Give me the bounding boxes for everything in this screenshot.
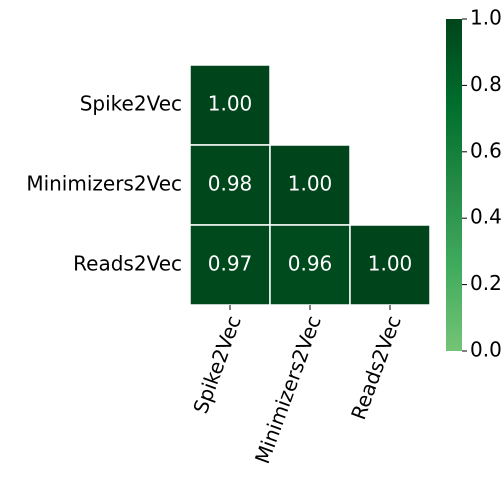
- cell-label: 1.00: [288, 172, 333, 196]
- colorbar-tick-label: 0.8: [470, 72, 502, 96]
- colorbar-tick-label: 0.0: [470, 338, 502, 362]
- heatmap-cell: [269, 144, 351, 226]
- row-label: Minimizers2Vec: [26, 172, 182, 196]
- column-label: Spike2Vec: [188, 312, 246, 416]
- row-label: Reads2Vec: [73, 252, 182, 276]
- heatmap-cell: [189, 144, 271, 226]
- colorbar: [446, 19, 462, 351]
- row-label: Spike2Vec: [80, 92, 182, 116]
- cell-label: 1.00: [208, 92, 253, 116]
- cell-label: 0.96: [288, 252, 333, 276]
- colorbar-tick-label: 0.6: [470, 138, 502, 162]
- cell-label: 1.00: [368, 252, 413, 276]
- colorbar-tick-label: 0.2: [470, 271, 502, 295]
- cell-label: 0.97: [208, 252, 253, 276]
- heatmap-cell: [189, 64, 271, 146]
- cell-label: 0.98: [208, 172, 253, 196]
- heatmap-cell: [349, 224, 431, 306]
- column-label: Reads2Vec: [346, 312, 406, 422]
- colorbar-tick-label: 0.4: [470, 205, 502, 229]
- column-label: Minimizers2Vec: [250, 312, 326, 467]
- colorbar-tick-label: 1.0: [470, 6, 502, 30]
